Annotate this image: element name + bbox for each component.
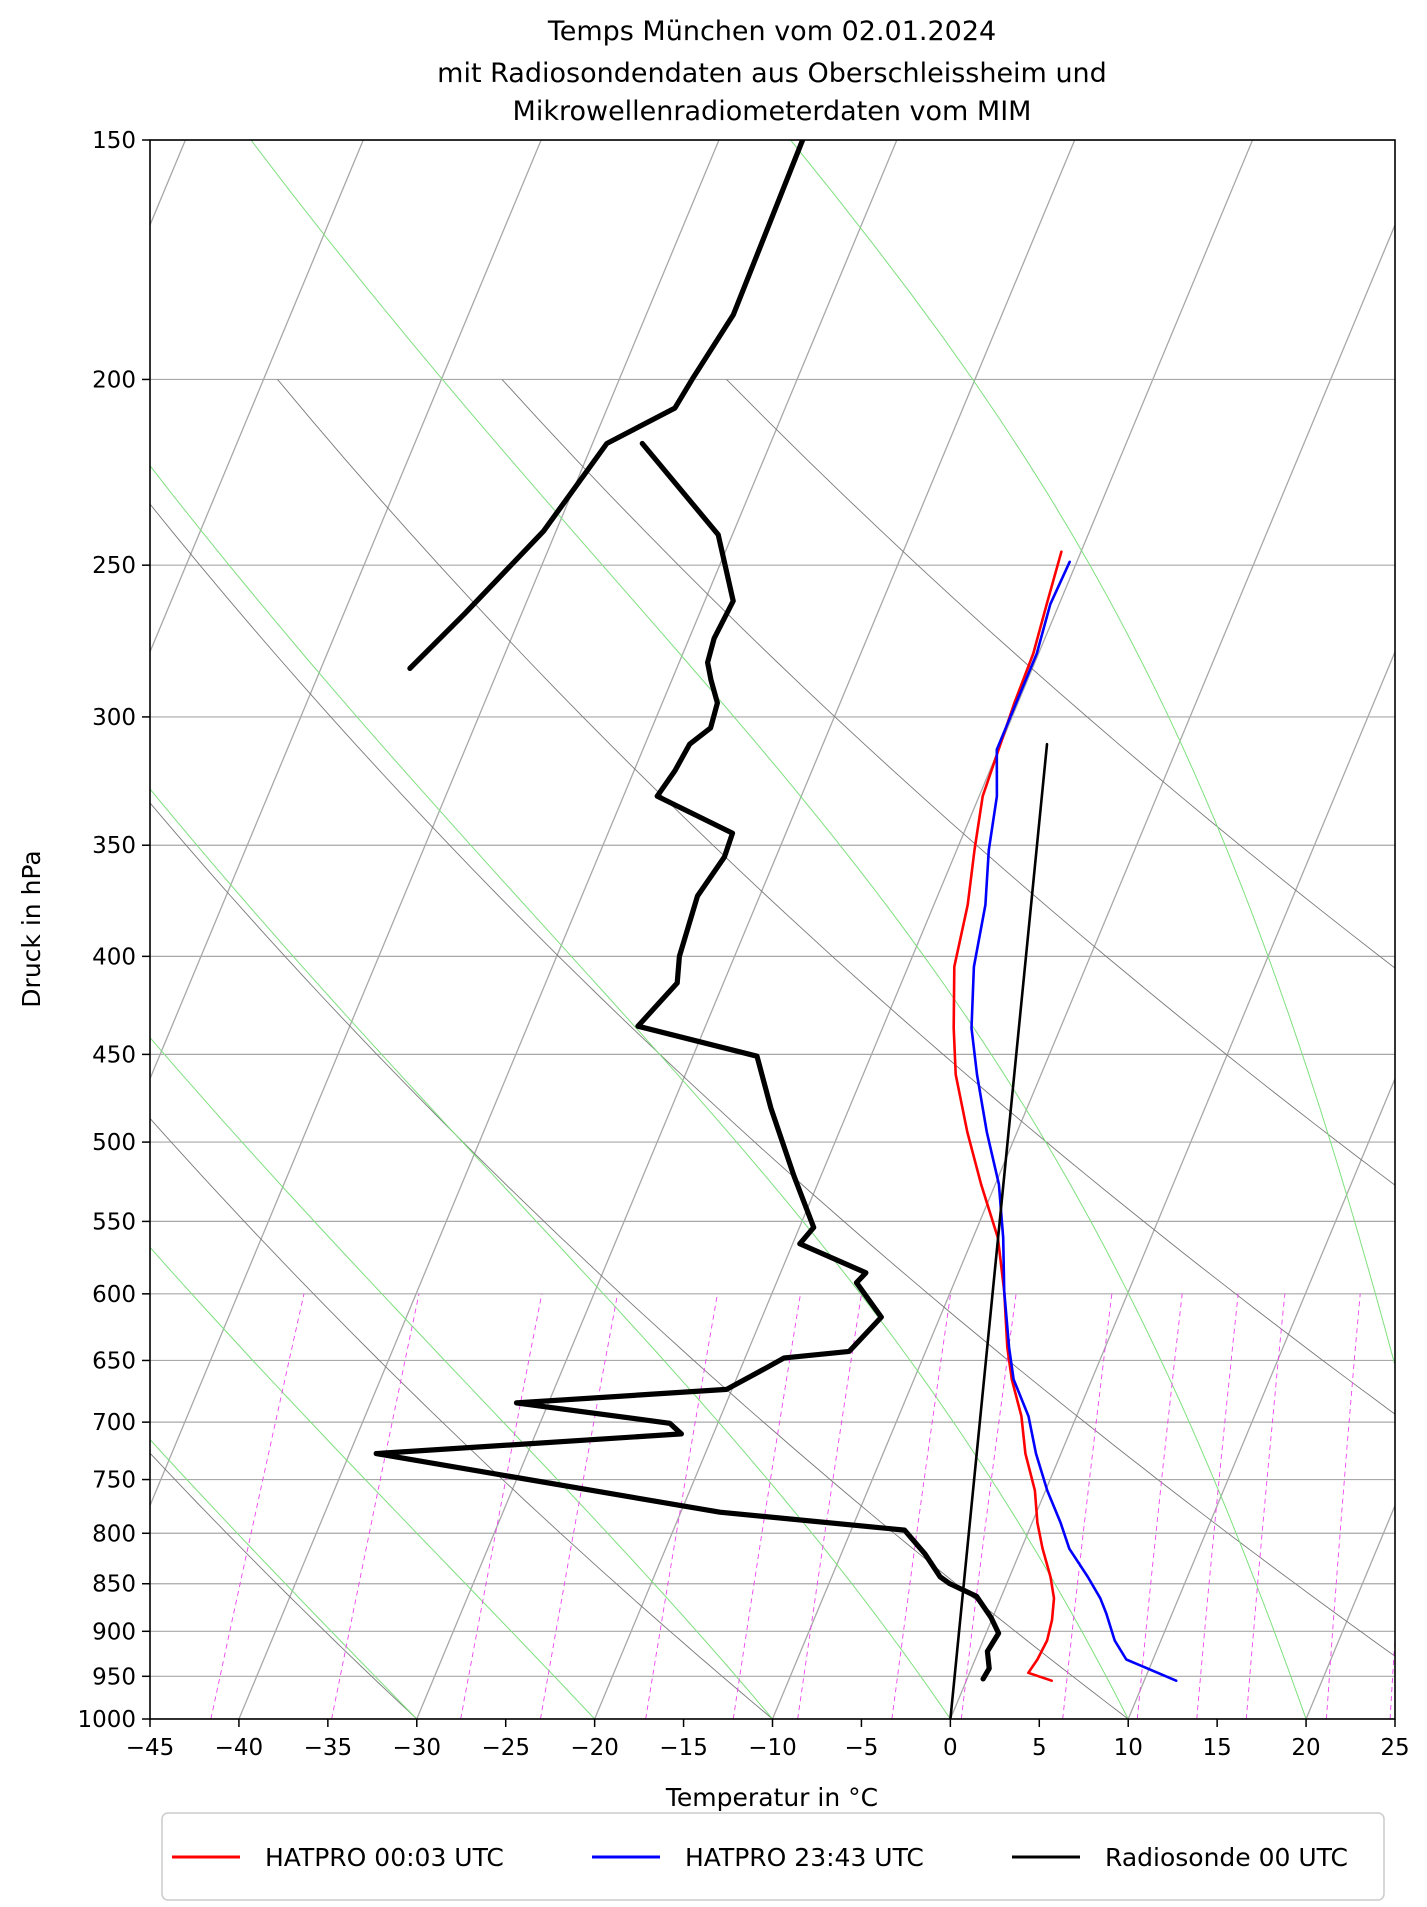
isotherm-gridline (150, 140, 364, 654)
y-tick-label: 500 (92, 1130, 136, 1156)
mixing-ratio-line (460, 1293, 543, 1719)
chart-title-line-3: Mikrowellenradiometerdaten vom MIM (513, 96, 1032, 127)
dry-adiabat (726, 379, 1395, 969)
dry-adiabat (150, 802, 1129, 1719)
isotherm-gridline (150, 140, 542, 1081)
legend-label-radiosonde: Radiosonde 00 UTC (1105, 1843, 1348, 1872)
legend: HATPRO 00:03 UTC HATPRO 23:43 UTC Radios… (161, 1812, 1385, 1901)
x-tick-label: −45 (126, 1735, 175, 1761)
series-line-1 (970, 560, 1178, 1682)
y-tick-label: 550 (92, 1209, 136, 1235)
isotherm-gridline (594, 140, 1254, 1719)
isotherm-gridline (416, 140, 1076, 1719)
mixing-ratio-line (1062, 1293, 1113, 1719)
x-tick-label: −25 (481, 1735, 530, 1761)
y-tick-label: 650 (92, 1348, 136, 1374)
x-tick-label: −10 (748, 1735, 797, 1761)
dry-adiabat (150, 1452, 418, 1719)
mixing-ratio-line (797, 1293, 862, 1719)
data-series (373, 140, 1178, 1719)
mixing-ratio-line (1325, 1293, 1361, 1719)
x-tick-label: −35 (304, 1735, 353, 1761)
x-tick-label: 5 (1032, 1735, 1047, 1761)
isotherm-gridline (1127, 1077, 1395, 1719)
x-tick-label: 25 (1380, 1735, 1409, 1761)
isotherm-gridline (238, 140, 898, 1719)
dry-adiabat (150, 503, 1395, 1657)
y-tick-label: 400 (92, 944, 136, 970)
isotherm-gridline (771, 223, 1395, 1719)
series-line-2 (373, 440, 1002, 1682)
legend-box (161, 1812, 1385, 1901)
mixing-ratio-line (540, 1293, 619, 1719)
y-tick-label: 850 (92, 1572, 136, 1598)
dry-adiabat (277, 379, 1395, 1415)
legend-label-hatpro-0003: HATPRO 00:03 UTC (265, 1843, 504, 1872)
moist-adiabat (150, 1438, 418, 1719)
isotherm-gridline (150, 140, 720, 1508)
dry-adiabat (501, 379, 1395, 1186)
x-tick-label: −5 (844, 1735, 878, 1761)
y-axis-label: Druck in hPa (17, 850, 46, 1007)
mixing-ratio-line (645, 1293, 718, 1719)
moist-adiabat (150, 464, 1129, 1719)
x-axis-label: Temperatur in °C (665, 1783, 878, 1812)
y-tick-label: 300 (92, 705, 136, 731)
mixing-ratio-line (960, 1293, 1017, 1719)
y-tick-label: 700 (92, 1410, 136, 1436)
series-line-3 (949, 742, 1049, 1719)
mixing-ratio-line (732, 1293, 801, 1719)
background-grid (0, 140, 1395, 1719)
moist-adiabat (150, 1036, 773, 1719)
y-tick-label: 450 (92, 1042, 136, 1068)
x-tick-label: −40 (215, 1735, 264, 1761)
plot-frame (149, 139, 1396, 1720)
series-line-4 (407, 140, 806, 672)
y-tick-label: 600 (92, 1282, 136, 1308)
dry-adiabat (150, 1117, 773, 1719)
chart-title-line-2: mit Radiosondendaten aus Oberschleisshei… (437, 58, 1107, 89)
y-tick-label: 800 (92, 1521, 136, 1547)
mixing-ratio-line (1196, 1293, 1239, 1719)
x-tick-label: 0 (943, 1735, 958, 1761)
mixing-ratio-line (1245, 1293, 1286, 1719)
mixing-ratio-line (1389, 1632, 1395, 1719)
y-tick-label: 900 (92, 1619, 136, 1645)
moist-adiabat (150, 1246, 595, 1719)
chart-title: Temps München vom 02.01.2024 mit Radioso… (437, 16, 1107, 127)
y-axis-ticks: 150 200 250 300 350 400 450 500 550 600 650 700 750 8… (77, 128, 150, 1733)
x-tick-label: 10 (1114, 1735, 1143, 1761)
mixing-ratio-line (1136, 1293, 1183, 1719)
y-tick-label: 950 (92, 1664, 136, 1690)
y-tick-label: 250 (92, 553, 136, 579)
x-tick-label: −20 (570, 1735, 619, 1761)
moist-adiabat (790, 140, 1395, 1368)
y-tick-label: 750 (92, 1468, 136, 1494)
moist-adiabat (250, 140, 1307, 1719)
x-tick-label: −15 (659, 1735, 708, 1761)
y-tick-label: 200 (92, 367, 136, 393)
y-tick-label: 150 (92, 128, 136, 154)
x-axis-ticks: −45 −40 −35 −30 −25 −20 −15 −10 −5 0 5 10 15 20 25 (126, 1719, 1410, 1761)
y-tick-label: 1000 (77, 1707, 136, 1733)
mixing-ratio-line (331, 1293, 420, 1719)
chart-title-line-1: Temps München vom 02.01.2024 (547, 16, 996, 47)
isotherm-gridline (1305, 1503, 1395, 1719)
x-tick-label: 20 (1291, 1735, 1320, 1761)
legend-label-hatpro-2343: HATPRO 23:43 UTC (685, 1843, 924, 1872)
moist-adiabat (150, 788, 951, 1719)
x-tick-label: 15 (1203, 1735, 1232, 1761)
isotherm-gridline (0, 140, 8, 1719)
mixing-ratio-line (210, 1293, 305, 1719)
y-tick-label: 350 (92, 833, 136, 859)
isotherm-gridline (949, 650, 1395, 1719)
x-tick-label: −30 (393, 1735, 442, 1761)
mixing-ratio-line (891, 1293, 952, 1719)
